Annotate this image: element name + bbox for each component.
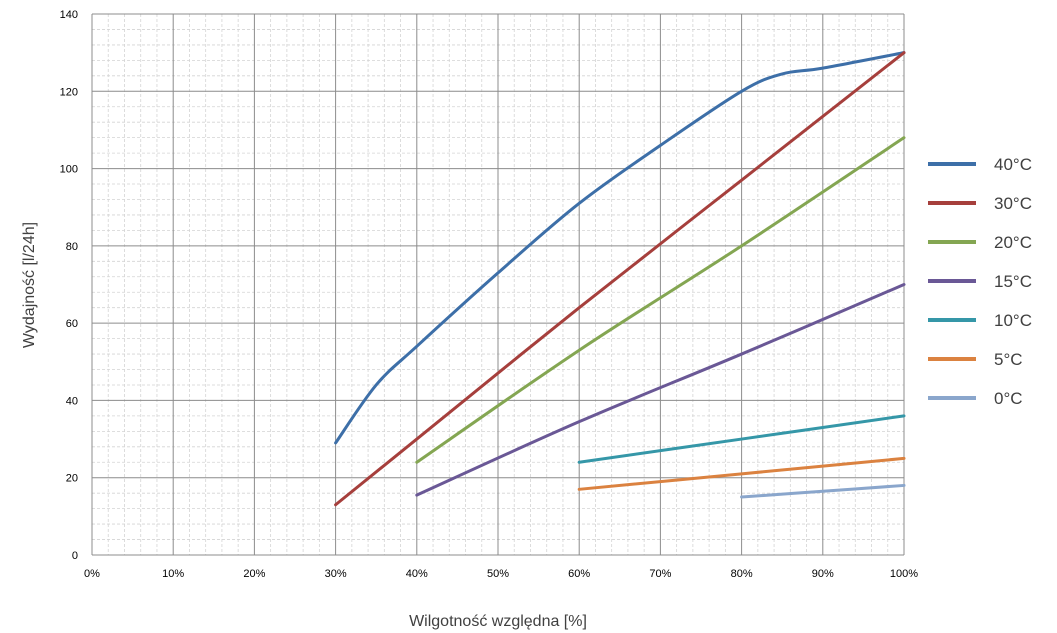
series-line-20c: [415, 136, 906, 464]
major-grid: [91, 13, 905, 556]
y-axis-ticks: 0 20 40 60 80 100 120 140: [60, 9, 78, 562]
series-line-15c: [415, 283, 906, 497]
series-line-10c: [577, 414, 906, 464]
x-tick-label: 100%: [890, 568, 918, 580]
y-tick-label: 120: [60, 86, 78, 98]
y-tick-label: 40: [66, 395, 78, 407]
y-axis-label: Wydajność [l/24h]: [21, 222, 38, 348]
x-tick-label: 30%: [325, 568, 347, 580]
x-tick-label: 90%: [812, 568, 834, 580]
series-lines: [334, 51, 906, 507]
series-line-30c: [334, 51, 906, 507]
x-tick-label: 0%: [84, 568, 100, 580]
y-tick-label: 20: [66, 473, 78, 485]
y-tick-label: 0: [72, 550, 78, 562]
x-tick-label: 10%: [162, 568, 184, 580]
legend: 40°C 30°C 20°C 15°C 10°C 5°C 0°C: [928, 155, 1032, 408]
legend-label-0c: 0°C: [994, 389, 1023, 408]
x-tick-label: 70%: [649, 568, 671, 580]
legend-label-15c: 15°C: [994, 272, 1032, 291]
y-tick-label: 140: [60, 9, 78, 21]
legend-label-10c: 10°C: [994, 311, 1032, 330]
x-tick-label: 40%: [406, 568, 428, 580]
x-tick-label: 60%: [568, 568, 590, 580]
minor-grid: [92, 14, 904, 555]
y-tick-label: 100: [60, 164, 78, 176]
series-line-0c: [740, 483, 906, 499]
x-axis-ticks: 0% 10% 20% 30% 40% 50% 60% 70% 80% 90% 100%: [84, 568, 918, 580]
series-line-40c: [334, 51, 906, 445]
legend-label-30c: 30°C: [994, 194, 1032, 213]
x-axis-label: Wilgotność względna [%]: [409, 613, 587, 630]
x-tick-label: 50%: [487, 568, 509, 580]
legend-label-5c: 5°C: [994, 350, 1023, 369]
x-tick-label: 80%: [731, 568, 753, 580]
legend-label-40c: 40°C: [994, 155, 1032, 174]
y-tick-label: 60: [66, 318, 78, 330]
legend-label-20c: 20°C: [994, 233, 1032, 252]
series-line-5c: [577, 456, 906, 491]
x-tick-label: 20%: [243, 568, 265, 580]
y-tick-label: 80: [66, 241, 78, 253]
